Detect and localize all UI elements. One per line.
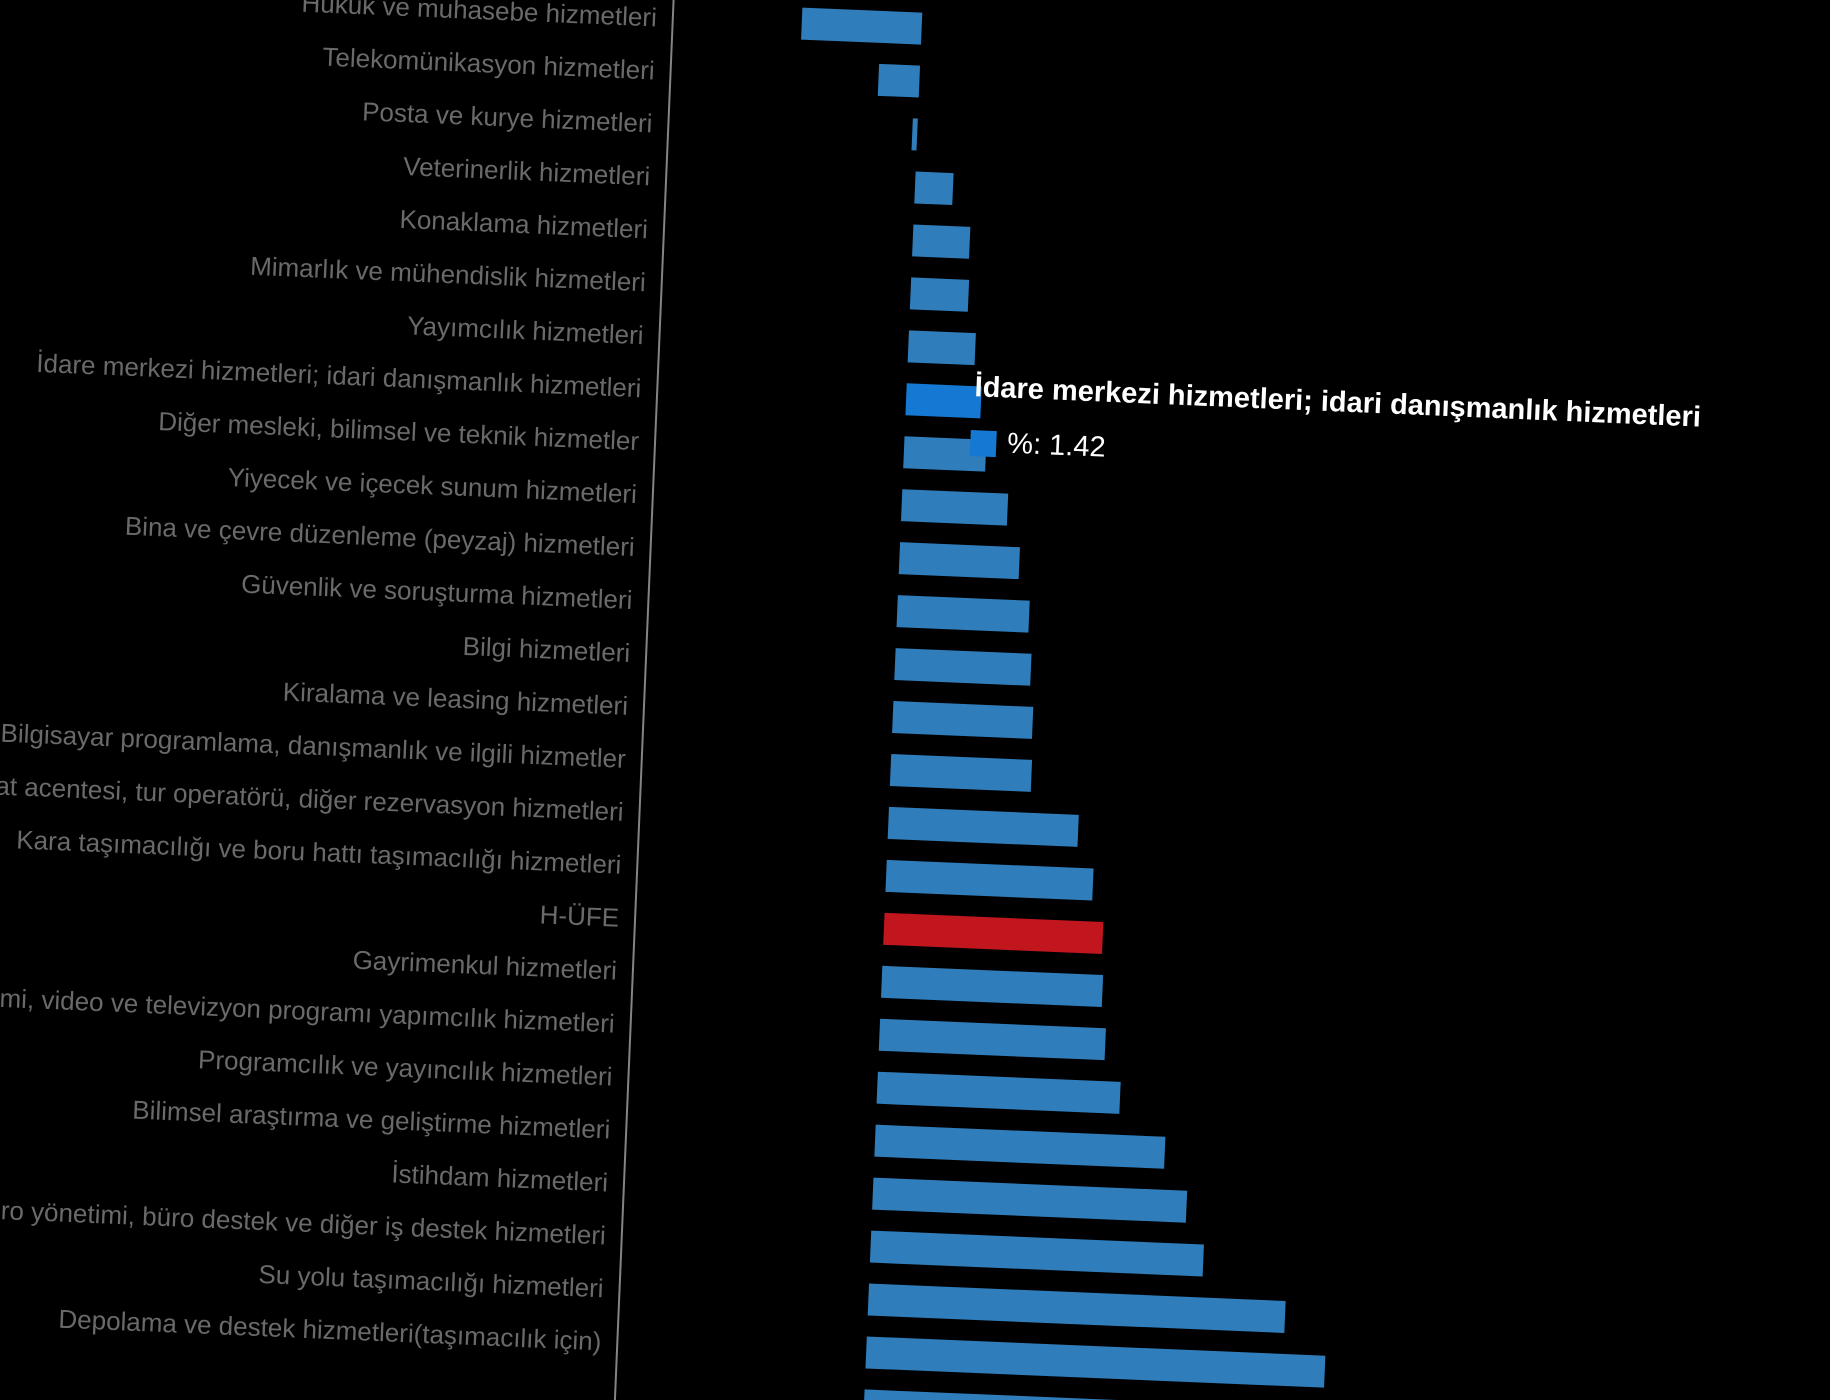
category-label: ro yönetimi, büro destek ve diğer iş des… bbox=[0, 1194, 607, 1250]
tooltip-series-swatch-icon bbox=[969, 429, 997, 457]
category-label: Bilgisayar programlama, danışmanlık ve i… bbox=[0, 717, 627, 774]
bar[interactable] bbox=[907, 329, 976, 365]
bar[interactable] bbox=[865, 1335, 1326, 1388]
category-label: Telekomünikasyon hizmetleri bbox=[321, 41, 656, 85]
category-label: Yayımcılık hizmetleri bbox=[406, 309, 645, 350]
bar[interactable] bbox=[911, 117, 918, 151]
category-label: at acentesi, tur operatörü, diğer rezerv… bbox=[0, 770, 625, 827]
bar[interactable] bbox=[912, 223, 971, 259]
bar[interactable] bbox=[869, 1230, 1204, 1276]
bar[interactable] bbox=[876, 1071, 1121, 1114]
category-label: Konaklama hizmetleri bbox=[399, 203, 649, 244]
category-label: Diğer mesleki, bilimsel ve teknik hizmet… bbox=[157, 405, 640, 456]
category-label: Yiyecek ve içecek sunum hizmetleri bbox=[227, 461, 638, 509]
bar[interactable] bbox=[872, 1177, 1188, 1223]
bar[interactable] bbox=[867, 1283, 1286, 1333]
category-label: Posta ve kurye hizmetleri bbox=[361, 95, 654, 138]
bar-hufe-reference[interactable] bbox=[883, 912, 1104, 954]
category-label: Gayrimenkul hizmetleri bbox=[352, 944, 618, 986]
category-label: Su yolu taşımacılığı hizmetleri bbox=[257, 1258, 605, 1303]
category-label: Bilimsel araştırma ve geliştirme hizmetl… bbox=[131, 1094, 611, 1145]
bar[interactable] bbox=[892, 700, 1034, 739]
category-label: mi, video ve televizyon programı yapımcı… bbox=[0, 982, 616, 1039]
category-label: Mimarlık ve mühendislik hizmetleri bbox=[249, 250, 647, 297]
category-label: Bilgi hizmetleri bbox=[462, 630, 631, 668]
bar[interactable] bbox=[874, 1124, 1166, 1169]
category-label: Bina ve çevre düzenleme (peyzaj) hizmetl… bbox=[124, 510, 636, 562]
category-label: Veterinerlik hizmetleri bbox=[402, 150, 651, 191]
bar[interactable] bbox=[863, 1388, 1234, 1400]
bar[interactable] bbox=[909, 276, 970, 312]
tooltip-value: %: 1.42 bbox=[1006, 427, 1107, 464]
bar[interactable] bbox=[877, 63, 921, 98]
category-label: İstihdam hizmetleri bbox=[390, 1157, 609, 1197]
category-label: Programcılık ve yayıncılık hizmetleri bbox=[197, 1043, 614, 1092]
bar[interactable] bbox=[894, 647, 1032, 686]
bar[interactable] bbox=[878, 1018, 1106, 1060]
category-label: Hukuk ve muhasebe hizmetleri bbox=[301, 0, 658, 33]
bar[interactable] bbox=[889, 753, 1033, 792]
bar[interactable] bbox=[898, 541, 1020, 579]
bar[interactable] bbox=[887, 806, 1079, 847]
bar[interactable] bbox=[896, 594, 1030, 633]
bar[interactable] bbox=[885, 859, 1094, 901]
bar[interactable] bbox=[800, 7, 923, 45]
bar[interactable] bbox=[914, 170, 954, 205]
bar[interactable] bbox=[881, 965, 1103, 1007]
bar-highlighted[interactable] bbox=[905, 382, 982, 418]
category-label: Güvenlik ve soruşturma hizmetleri bbox=[240, 568, 634, 615]
tooltip-title: İdare merkezi hizmetleri; idari danışman… bbox=[973, 371, 1702, 434]
category-label: H-ÜFE bbox=[539, 898, 620, 933]
bar[interactable] bbox=[900, 488, 1009, 526]
category-label: İdare merkezi hizmetleri; idari danışman… bbox=[35, 347, 642, 403]
category-label: Depolama ve destek hizmetleri(taşımacılı… bbox=[57, 1303, 603, 1356]
category-label: Kiralama ve leasing hizmetleri bbox=[282, 675, 629, 721]
tooltip-value-row: %: 1.42 bbox=[969, 426, 1107, 465]
category-label: Kara taşımacılığı ve boru hattı taşımacı… bbox=[15, 823, 622, 880]
